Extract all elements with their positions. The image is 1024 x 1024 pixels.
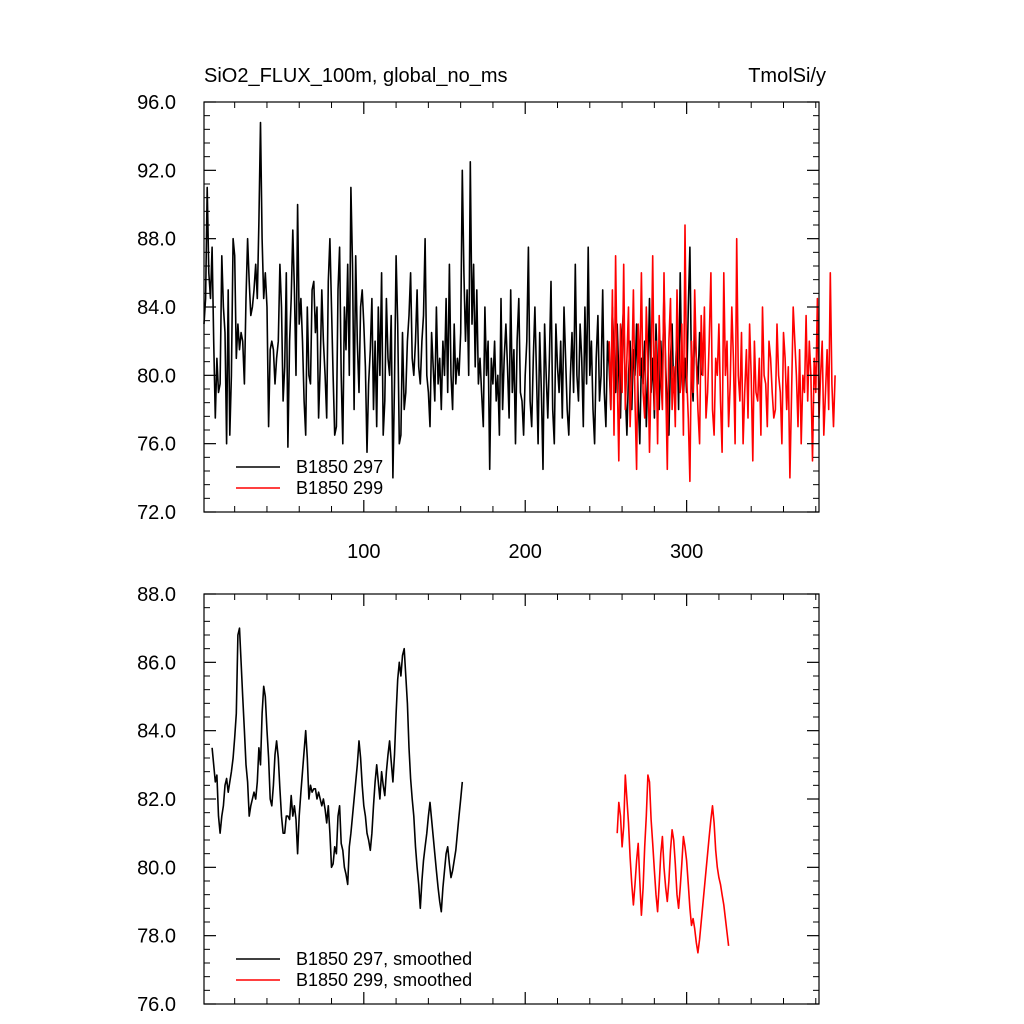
y-tick-label: 76.0 (137, 434, 176, 456)
y-tick-label: 72.0 (137, 502, 176, 524)
y-tick-label: 86.0 (137, 652, 176, 674)
series-line-1 (203, 121, 702, 479)
y-tick-label: 76.0 (137, 994, 176, 1016)
legend-label-1: B1850 297, smoothed (296, 949, 472, 969)
y-tick-label: 96.0 (137, 92, 176, 114)
y-tick-label: 88.0 (137, 229, 176, 251)
units-label: TmolSi/y (748, 65, 826, 87)
legend-label-2: B1850 299, smoothed (296, 970, 472, 990)
y-tick-label: 84.0 (137, 721, 176, 743)
y-tick-label: 80.0 (137, 365, 176, 387)
y-tick-label: 78.0 (137, 926, 176, 948)
series-line-2 (616, 774, 730, 954)
chart-title: SiO2_FLUX_100m, global_no_ms (204, 65, 508, 87)
y-tick-label: 82.0 (137, 789, 176, 811)
x-tick-label: 100 (347, 541, 380, 563)
top-panel: 72.0 76.0 80.0 84.0 88.0 92.0 96.0 100 200 300 B18… (137, 92, 836, 563)
x-tick-label: 200 (509, 541, 542, 563)
y-tick-label: 84.0 (137, 297, 176, 319)
plot-frame (203, 593, 820, 1005)
legend-label-2: B1850 299 (296, 478, 383, 498)
series-line-2 (608, 224, 836, 483)
bottom-panel: 76.0 78.0 80.0 82.0 84.0 86.0 88.0 B1850 297, s… (137, 584, 820, 1016)
legend-label-1: B1850 297 (296, 457, 383, 477)
y-tick-label: 92.0 (137, 160, 176, 182)
y-tick-label: 80.0 (137, 857, 176, 879)
series-line-1 (211, 627, 464, 913)
x-tick-label: 300 (670, 541, 703, 563)
y-tick-label: 88.0 (137, 584, 176, 606)
